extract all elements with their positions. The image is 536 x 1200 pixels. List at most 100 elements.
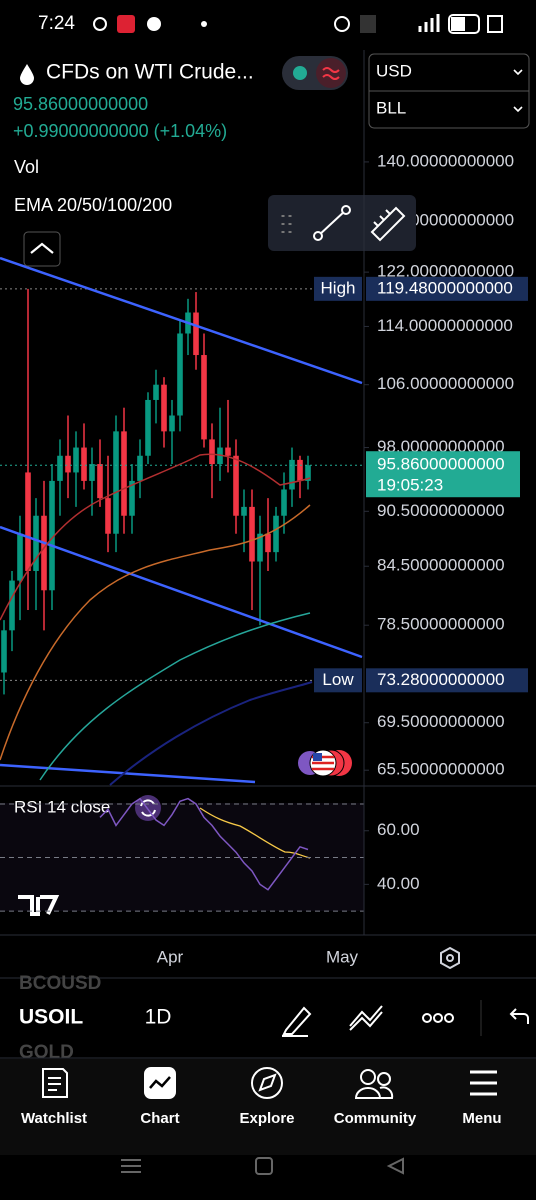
symbol-prev[interactable]: BCOUSD — [19, 973, 101, 994]
y-tick-label: 40.00 — [377, 874, 420, 893]
status-icon — [117, 15, 135, 33]
symbol-bar: BCOUSD USOIL GOLD 1D — [0, 973, 536, 1063]
nav-item[interactable]: Menu — [462, 1110, 501, 1127]
signal-icon — [418, 14, 440, 32]
candle-body — [33, 515, 39, 571]
line-tool-end — [341, 205, 351, 215]
candle-body — [161, 384, 167, 432]
level-tag-name: Low — [322, 670, 354, 689]
candle-body — [113, 431, 119, 534]
drag-handle[interactable] — [281, 215, 292, 233]
status-icon — [147, 17, 161, 31]
candle-body — [169, 415, 175, 432]
candle-body — [273, 515, 279, 553]
last-price-tag — [366, 451, 520, 498]
candle-body — [97, 464, 103, 499]
interval[interactable]: 1D — [145, 1006, 172, 1029]
symbol-current[interactable]: USOIL — [19, 1006, 83, 1029]
ema-50 — [0, 504, 311, 761]
battery-level — [451, 17, 465, 31]
level-tag-name: High — [321, 278, 356, 297]
y-tick-label: 78.50000000000 — [377, 615, 505, 634]
bottom-nav: Watchlist Chart Explore Community Menu — [0, 1059, 536, 1155]
y-tick-label: 90.50000000000 — [377, 501, 505, 520]
candle-body — [281, 489, 287, 516]
y-tick-label: 60.00 — [377, 820, 420, 839]
nav-item[interactable]: Watchlist — [21, 1110, 87, 1127]
countdown: 19:05:23 — [377, 476, 443, 495]
candle-body — [17, 533, 23, 581]
drawing-toolbar — [268, 195, 416, 251]
candle-body — [249, 506, 255, 562]
candle-body — [177, 333, 183, 416]
chevron-up — [30, 242, 54, 254]
y-tick-label: 114.00000000000 — [377, 316, 513, 335]
y-tick-label: 140.00000000000 — [377, 151, 514, 170]
dot — [444, 1013, 454, 1023]
candle-body — [225, 447, 231, 456]
ema-20 — [0, 453, 311, 621]
candle-body — [105, 498, 111, 534]
symbol-title[interactable]: CFDs on WTI Crude... — [46, 61, 254, 84]
watchlist-icon — [42, 1068, 68, 1098]
level-value-box — [366, 276, 528, 301]
explore-icon — [251, 1067, 283, 1099]
indicator-label[interactable]: EMA 20/50/100/200 — [14, 195, 172, 215]
currency-select[interactable]: USD — [376, 61, 412, 80]
trend-line — [0, 763, 256, 784]
symbol-icon — [20, 64, 34, 85]
back-button[interactable] — [386, 1157, 404, 1175]
candle-body — [145, 399, 151, 456]
candle-body — [201, 355, 207, 440]
undo-button[interactable] — [509, 1008, 529, 1024]
draw-button[interactable] — [282, 1006, 312, 1037]
chevron — [513, 106, 523, 113]
candle-body — [25, 472, 31, 571]
ruler-tool[interactable] — [370, 206, 406, 242]
candle-body — [57, 455, 63, 481]
y-tick-label: 106.00000000000 — [377, 374, 514, 393]
last-price: 95.86000000000 — [13, 94, 148, 114]
price-change: +0.99000000000 (+1.04%) — [13, 121, 227, 141]
candle-body — [121, 431, 127, 516]
more-button[interactable] — [422, 1013, 454, 1023]
rsi-title[interactable]: RSI 14 close — [14, 797, 110, 816]
tradingview-logo — [18, 895, 60, 916]
nav-background — [0, 1059, 536, 1155]
refresh-icon — [140, 799, 156, 817]
rsi-pane: RSI 14 close 60.00 40.00 — [0, 785, 536, 916]
candle-body — [305, 465, 311, 481]
indicator-label[interactable]: Vol — [14, 157, 39, 177]
last-price-label: 95.86000000000 — [377, 455, 505, 474]
unit-select[interactable]: BLL — [376, 98, 406, 117]
dot — [422, 1013, 432, 1023]
settings-icon[interactable] — [440, 946, 460, 970]
battery-icon — [448, 14, 480, 34]
rsi-ma — [199, 807, 311, 859]
nav-item[interactable]: Community — [334, 1110, 417, 1127]
home-button[interactable] — [255, 1157, 273, 1175]
candle-body — [1, 630, 7, 673]
recents-button[interactable] — [121, 1159, 141, 1173]
candle-body — [233, 455, 239, 516]
collapse-button[interactable] — [23, 231, 61, 267]
candle-body — [65, 455, 71, 473]
trend-line — [0, 256, 363, 385]
candle-body — [9, 580, 15, 631]
explore-needle — [258, 1073, 277, 1092]
nav-item[interactable]: Chart — [140, 1110, 179, 1127]
market-open-dot — [293, 66, 307, 80]
level-value: 73.28000000000 — [377, 670, 505, 689]
line-tool[interactable] — [317, 209, 347, 237]
system-nav — [121, 1157, 404, 1175]
candle-body — [49, 480, 55, 591]
header: CFDs on WTI Crude... 95.86000000000 +0.9… — [13, 53, 530, 215]
candle-body — [257, 533, 263, 562]
candle-body — [193, 312, 199, 356]
nav-item[interactable]: Explore — [239, 1110, 294, 1127]
indicators-button[interactable] — [349, 1005, 383, 1031]
candle-body — [129, 480, 135, 516]
chart-overlay — [0, 195, 416, 786]
settings-icon-center — [446, 954, 454, 962]
